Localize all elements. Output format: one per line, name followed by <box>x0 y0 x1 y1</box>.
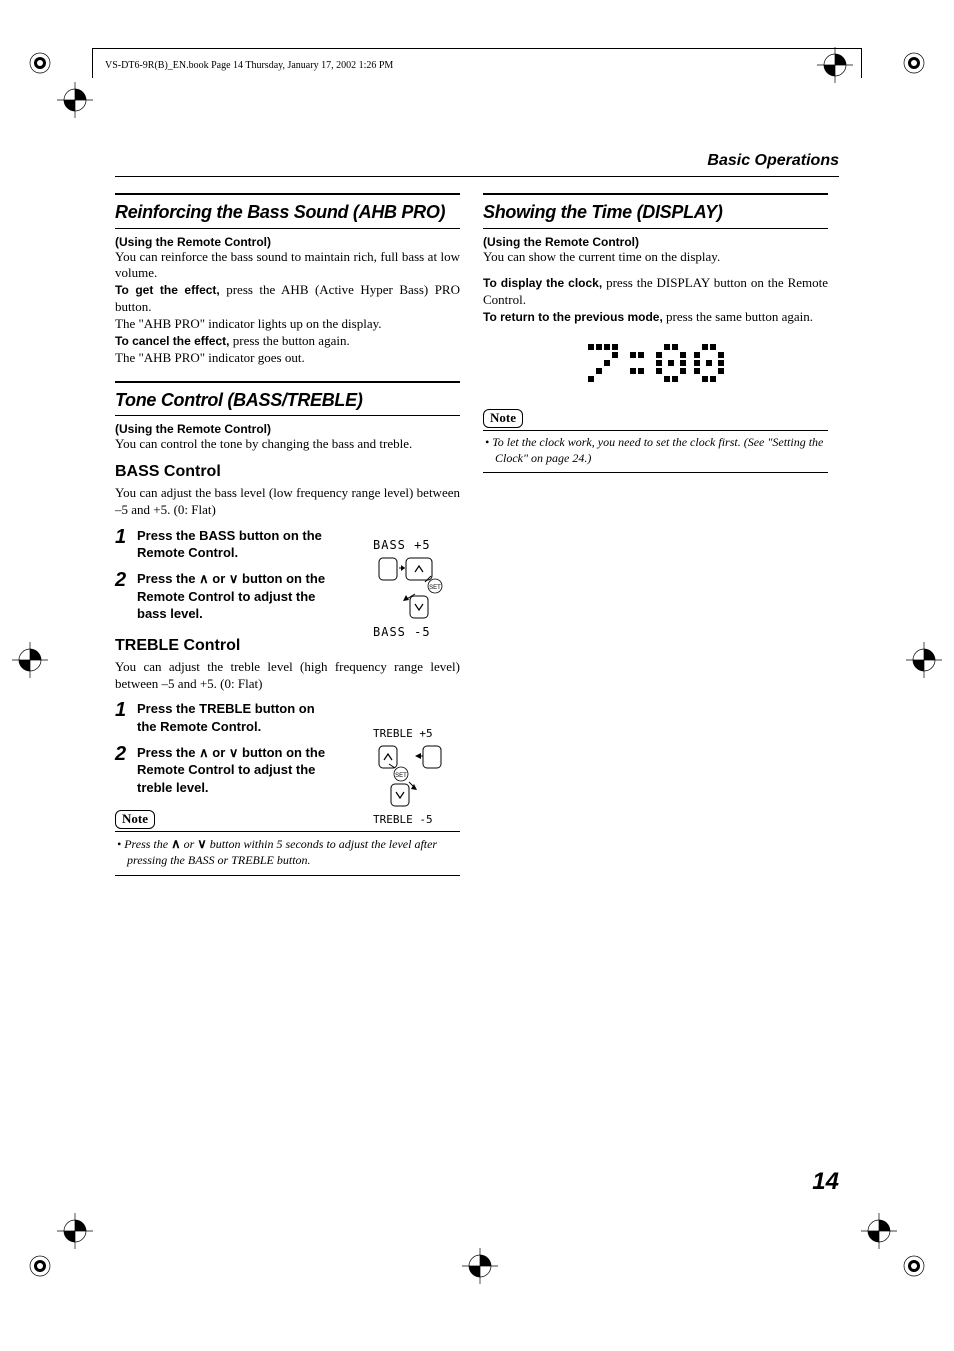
text-run: press the button again. <box>229 333 349 348</box>
chevron-up-icon: ∧ <box>199 745 209 760</box>
body-text: You can adjust the treble level (high fr… <box>115 659 460 693</box>
divider <box>115 228 460 229</box>
remote-label: (Using the Remote Control) <box>115 422 460 436</box>
divider <box>483 228 828 229</box>
diagram-label-bottom: BASS -5 <box>373 625 463 639</box>
chevron-down-icon: ∨ <box>229 571 239 586</box>
register-target-mid-left <box>10 640 50 680</box>
left-column: Reinforcing the Bass Sound (AHB PRO) (Us… <box>115 145 460 876</box>
right-column: Showing the Time (DISPLAY) (Using the Re… <box>483 145 828 473</box>
bold-run: To get the effect, <box>115 283 220 297</box>
body-text: To cancel the effect, press the button a… <box>115 333 460 350</box>
step-number: 2 <box>115 744 137 764</box>
text-run: or <box>209 571 229 586</box>
page-content: Reinforcing the Bass Sound (AHB PRO) (Us… <box>115 145 839 1251</box>
crop-mark-top-right <box>889 38 939 88</box>
body-text: To return to the previous mode, press th… <box>483 309 828 326</box>
print-header-text: VS-DT6-9R(B)_EN.book Page 14 Thursday, J… <box>105 60 393 71</box>
body-text: You can adjust the bass level (low frequ… <box>115 485 460 519</box>
remote-label: (Using the Remote Control) <box>115 235 460 249</box>
step-row: 2 Press the ∧ or ∨ button on the Remote … <box>115 744 335 797</box>
clock-display <box>483 340 828 395</box>
chevron-up-icon: ∧ <box>199 571 209 586</box>
body-text: The "AHB PRO" indicator lights up on the… <box>115 316 460 333</box>
note-underline <box>483 430 828 431</box>
clock-icon <box>566 340 746 390</box>
step-text: Press the ∧ or ∨ button on the Remote Co… <box>137 744 335 797</box>
treble-diagram-icon: SET <box>373 740 458 808</box>
body-text: The "AHB PRO" indicator goes out. <box>115 350 460 367</box>
divider <box>483 193 828 195</box>
text-run: Press the <box>137 571 199 586</box>
heading-treble-control: TREBLE Control <box>115 637 460 655</box>
svg-text:SET: SET <box>395 773 407 779</box>
text-run: Press the <box>124 837 171 851</box>
note-label: Note <box>115 810 155 829</box>
text-run: Press the <box>137 745 199 760</box>
bass-diagram: BASS +5 SET BASS -5 <box>373 538 463 639</box>
bold-run: To cancel the effect, <box>115 334 229 348</box>
step-row: 2 Press the ∧ or ∨ button on the Remote … <box>115 570 335 623</box>
body-text: To get the effect, press the AHB (Active… <box>115 282 460 316</box>
svg-text:SET: SET <box>429 585 441 591</box>
step-row: 1 Press the TREBLE button on the Remote … <box>115 700 335 735</box>
heading-tone-control: Tone Control (BASS/TREBLE) <box>115 389 460 412</box>
diagram-label-top: TREBLE +5 <box>373 727 463 740</box>
page-number: 14 <box>812 1168 839 1196</box>
treble-diagram: TREBLE +5 SET TREBLE -5 <box>373 727 463 826</box>
text-run: or <box>209 745 229 760</box>
bold-run: To return to the previous mode, <box>483 310 663 324</box>
text-run: or <box>181 837 198 851</box>
remote-label: (Using the Remote Control) <box>483 235 828 249</box>
register-target-mid-right <box>904 640 944 680</box>
heading-showing-time: Showing the Time (DISPLAY) <box>483 201 828 224</box>
heading-bass-control: BASS Control <box>115 463 460 481</box>
body-text: To display the clock, press the DISPLAY … <box>483 275 828 309</box>
step-text: Press the BASS button on the Remote Cont… <box>137 527 335 562</box>
chevron-down-icon: ∨ <box>229 745 239 760</box>
heading-reinforcing-bass: Reinforcing the Bass Sound (AHB PRO) <box>115 201 460 224</box>
register-target-left-top <box>55 80 95 120</box>
note-underline <box>115 831 460 832</box>
step-number: 1 <box>115 527 137 547</box>
divider <box>115 875 460 876</box>
body-text: You can show the current time on the dis… <box>483 249 828 266</box>
divider <box>115 381 460 383</box>
step-text: Press the ∧ or ∨ button on the Remote Co… <box>137 570 335 623</box>
body-text: You can control the tone by changing the… <box>115 436 460 453</box>
note-label: Note <box>483 409 523 428</box>
note-text: To let the clock work, you need to set t… <box>483 435 828 466</box>
note-text: Press the ∧ or ∨ button within 5 seconds… <box>115 836 460 868</box>
bass-diagram-icon: SET <box>373 552 458 620</box>
diagram-label-top: BASS +5 <box>373 538 463 552</box>
step-number: 2 <box>115 570 137 590</box>
bold-run: To display the clock, <box>483 276 602 290</box>
text-run: press the same button again. <box>663 309 813 324</box>
divider <box>115 193 460 195</box>
chevron-down-icon: ∨ <box>197 836 207 851</box>
step-text: Press the TREBLE button on the Remote Co… <box>137 700 335 735</box>
diagram-label-bottom: TREBLE -5 <box>373 813 463 826</box>
divider <box>115 415 460 416</box>
chevron-up-icon: ∧ <box>171 836 181 851</box>
body-text: You can reinforce the bass sound to main… <box>115 249 460 283</box>
divider <box>483 472 828 473</box>
register-target-bottom <box>460 1246 500 1286</box>
step-row: 1 Press the BASS button on the Remote Co… <box>115 527 335 562</box>
register-target-bottom-left <box>55 1211 95 1251</box>
step-number: 1 <box>115 700 137 720</box>
register-target-bottom-right <box>859 1211 899 1251</box>
